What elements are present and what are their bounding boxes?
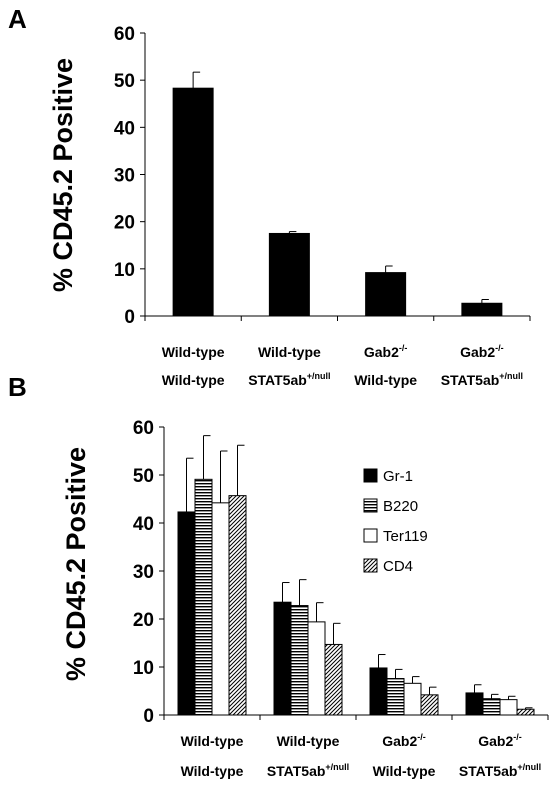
y-tick-label: 0 [124, 307, 135, 328]
legend-swatch [363, 498, 378, 513]
bar [172, 87, 214, 317]
bar [290, 605, 309, 716]
bar [516, 708, 535, 716]
category-label-line2: Wild-type [373, 763, 436, 779]
y-tick-label: 40 [114, 118, 135, 139]
category-label-line1: Wild-type [181, 733, 244, 749]
panel-b-chart: B % CD45.2 Positive 0 10 20 30 40 50 60 Wild-type… [8, 372, 549, 779]
bar [307, 621, 326, 716]
legend-swatch [363, 468, 378, 483]
y-tick-label: 60 [114, 24, 135, 45]
y-tick-label: 0 [143, 706, 154, 727]
bar [420, 694, 439, 716]
bar [499, 699, 518, 716]
y-axis-label: % CD45.2 Positive [61, 447, 91, 681]
legend-label: CD4 [383, 558, 413, 575]
category-label-line2: STAT5ab+/null [267, 762, 349, 779]
bar [465, 692, 484, 716]
y-axis-label: % CD45.2 Positive [48, 58, 78, 292]
legend-swatch [363, 528, 378, 543]
panel-a-chart: A % CD45.2 Positive 0 10 20 30 40 50 60 Wild-type… [8, 4, 531, 388]
y-tick-label: 10 [133, 658, 154, 679]
y-tick-label: 40 [133, 514, 154, 535]
y-tick-label: 30 [114, 166, 135, 187]
bar [369, 667, 388, 716]
category-label-line2: STAT5ab+/null [248, 371, 330, 388]
bar [386, 678, 405, 716]
bar [324, 643, 343, 716]
category-label-line2: STAT5ab+/null [441, 371, 523, 388]
y-tick-label: 60 [133, 418, 154, 439]
category-label-line2: Wild-type [162, 372, 225, 388]
category-label-line1: Wild-type [277, 733, 340, 749]
bar [228, 495, 247, 716]
bar [177, 511, 196, 716]
category-label-line1: Gab2-/- [382, 732, 426, 749]
y-tick-label: 50 [114, 71, 135, 92]
bar [194, 478, 213, 716]
bar [482, 698, 501, 716]
category-label-line2: STAT5ab+/null [459, 762, 541, 779]
bar [365, 272, 407, 317]
bar [273, 601, 292, 716]
category-label-line1: Gab2-/- [364, 343, 408, 360]
category-label-line1: Gab2-/- [460, 343, 504, 360]
y-tick-label: 50 [133, 466, 154, 487]
category-label-line1: Wild-type [162, 344, 225, 360]
legend-label: Ter119 [383, 528, 428, 545]
category-label-line2: Wild-type [354, 372, 417, 388]
y-tick-label: 30 [133, 562, 154, 583]
y-tick-label: 20 [133, 610, 154, 631]
legend-swatch [363, 558, 378, 573]
panel-letter: A [8, 4, 27, 34]
y-tick-label: 10 [114, 260, 135, 281]
bar [403, 682, 422, 716]
bar [211, 502, 230, 716]
panel-letter: B [8, 372, 27, 402]
legend-label: Gr-1 [383, 468, 413, 485]
category-label-line1: Gab2-/- [478, 732, 522, 749]
bar [268, 232, 310, 317]
bar [461, 302, 503, 317]
legend-label: B220 [383, 498, 418, 515]
category-label-line1: Wild-type [258, 344, 321, 360]
category-label-line2: Wild-type [181, 763, 244, 779]
y-tick-label: 20 [114, 213, 135, 234]
